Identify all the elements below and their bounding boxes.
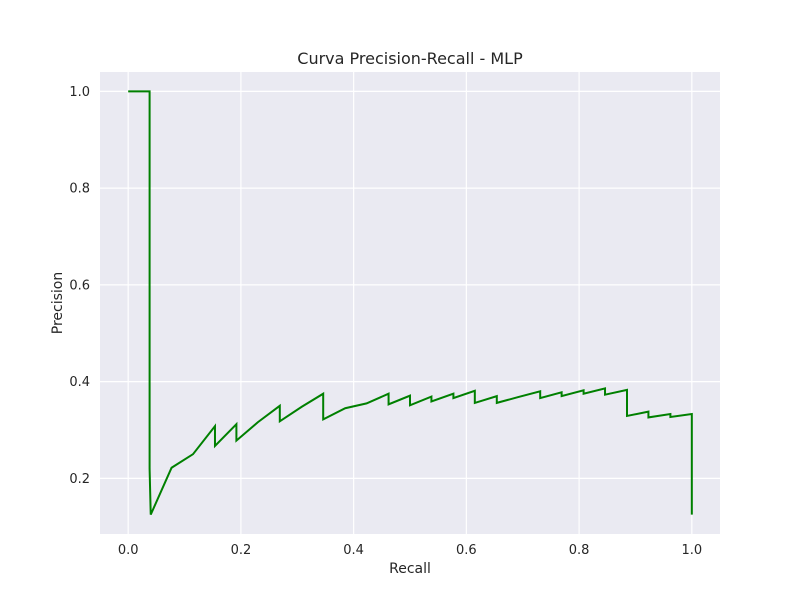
x-tick-label: 0.2	[231, 543, 252, 558]
x-tick-label: 0.8	[569, 543, 590, 558]
y-tick-label: 0.4	[69, 375, 90, 390]
y-axis-label: Precision	[50, 272, 66, 334]
x-axis-label: Recall	[389, 561, 431, 577]
y-tick-label: 0.2	[69, 472, 90, 487]
y-tick-label: 1.0	[69, 85, 90, 100]
gridlines	[100, 72, 720, 534]
chart-title: Curva Precision-Recall - MLP	[297, 49, 523, 68]
x-tick-label: 0.4	[343, 543, 364, 558]
y-tick-label: 0.6	[69, 278, 90, 293]
plot-area	[100, 72, 720, 534]
precision-recall-line	[128, 90, 693, 516]
x-tick-label: 1.0	[681, 543, 702, 558]
tick-labels: 0.0 0.2 0.4 0.6 0.8 1.0 0.2 0.4 0.6 0.8 1.0	[69, 85, 702, 558]
x-tick-label: 0.6	[456, 543, 477, 558]
y-tick-label: 0.8	[69, 182, 90, 197]
x-tick-label: 0.0	[118, 543, 139, 558]
series-lines	[128, 90, 693, 516]
